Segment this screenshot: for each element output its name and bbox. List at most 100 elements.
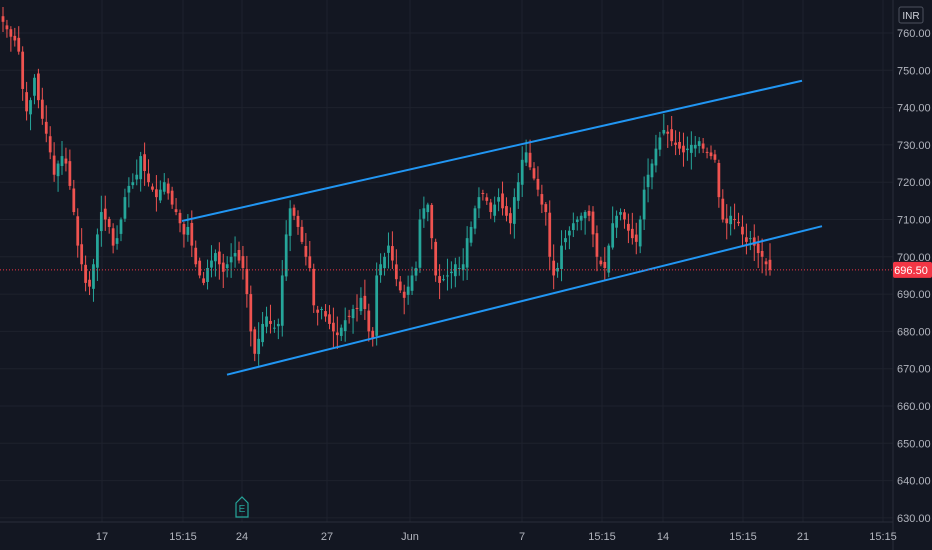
candle-body-up — [512, 197, 516, 224]
last-price-label: 696.50 — [894, 265, 928, 277]
time-tick-label: 21 — [797, 531, 809, 543]
last-price-badge — [893, 261, 932, 278]
candle-body-up — [158, 189, 162, 201]
candle-body-down — [587, 210, 591, 216]
candle-body-up — [119, 219, 123, 234]
candle-body-down — [674, 142, 677, 145]
candle-body-up — [615, 215, 618, 228]
candle-body-up — [186, 226, 190, 235]
candle-body-up — [619, 212, 622, 215]
candle-body-down — [355, 307, 359, 310]
candle-body-up — [351, 309, 355, 319]
candle-body-down — [709, 152, 713, 157]
candle-body-down — [438, 276, 441, 283]
candle-body-down — [312, 268, 316, 306]
candle-body-down — [269, 320, 272, 324]
price-tick-label: 650.00 — [897, 438, 931, 450]
candle-body-down — [733, 219, 736, 221]
candle-body-up — [477, 197, 481, 209]
candle-body-down — [316, 309, 320, 313]
price-tick-label: 670.00 — [897, 364, 931, 376]
candle-body-down — [13, 35, 17, 41]
candle-body-down — [64, 158, 68, 164]
candle-body-up — [375, 275, 379, 336]
candle-body-down — [394, 264, 398, 280]
candle-body-down — [155, 189, 158, 198]
candle-body-up — [662, 129, 666, 134]
upper-channel-line[interactable] — [181, 79, 803, 222]
candlesticks — [1, 7, 772, 366]
candle-body-up — [206, 267, 209, 282]
candle-body-down — [5, 25, 9, 30]
time-tick-label: 14 — [657, 531, 669, 543]
candle-body-down — [623, 212, 626, 220]
price-tick-label: 660.00 — [897, 401, 931, 413]
candle-body-down — [760, 250, 764, 257]
candle-body-up — [583, 212, 587, 219]
candle-body-down — [367, 310, 371, 332]
last-price-tag: 696.50 — [893, 261, 932, 278]
candle-body-up — [99, 212, 103, 232]
candle-body-down — [666, 131, 670, 134]
candle-body-down — [221, 262, 225, 272]
candle-body-down — [752, 237, 756, 246]
candle-body-up — [638, 219, 642, 247]
candle-body-down — [603, 261, 607, 268]
time-tick-label: 15:15 — [588, 531, 616, 543]
candle-body-down — [434, 241, 438, 276]
time-tick-label: 15:15 — [869, 531, 897, 543]
candle-body-down — [166, 183, 170, 194]
candle-body-up — [33, 77, 36, 96]
candle-body-down — [147, 173, 150, 183]
candle-body-down — [324, 311, 327, 317]
candle-body-down — [548, 212, 552, 257]
candle-body-up — [520, 159, 524, 185]
candle-body-down — [725, 218, 729, 224]
candle-body-down — [591, 211, 595, 235]
candle-body-up — [359, 297, 363, 312]
candle-body-up — [650, 163, 654, 178]
event-marker-icon[interactable] — [235, 496, 249, 518]
candle-body-down — [544, 204, 548, 213]
candle-body-down — [713, 154, 717, 160]
price-tick-label: 630.00 — [897, 513, 931, 525]
earnings-event-marker[interactable]: E — [235, 496, 249, 518]
candle-body-up — [422, 208, 426, 219]
candle-body-up — [92, 264, 95, 289]
candle-body-down — [72, 188, 76, 213]
candle-body-up — [273, 327, 276, 329]
candle-body-down — [37, 73, 40, 101]
candle-body-down — [741, 226, 744, 235]
trend-channel[interactable] — [181, 79, 823, 376]
candle-body-down — [111, 228, 115, 246]
candle-body-down — [9, 29, 13, 37]
candle-body-down — [178, 212, 182, 224]
candle-body-down — [682, 145, 685, 153]
candle-body-up — [493, 204, 497, 216]
candle-body-up — [426, 204, 430, 213]
candle-body-up — [96, 234, 99, 268]
candle-body-up — [265, 316, 268, 327]
candle-body-down — [143, 154, 146, 172]
candle-body-up — [450, 271, 453, 274]
candle-body-up — [571, 223, 575, 231]
candle-body-down — [505, 206, 508, 216]
price-tick-label: 680.00 — [897, 326, 931, 338]
candle-body-down — [634, 234, 638, 242]
candle-body-up — [560, 245, 563, 270]
currency-badge-frame[interactable] — [898, 6, 924, 24]
candle-body-up — [139, 156, 143, 180]
lower-channel-line[interactable] — [226, 225, 823, 376]
candle-body-up — [288, 208, 292, 236]
candle-body-down — [363, 295, 367, 310]
candle-body-down — [756, 243, 760, 254]
candle-body-down — [202, 278, 205, 283]
currency-label[interactable]: INR — [902, 11, 919, 22]
candle-body-up — [280, 275, 284, 326]
candle-body-down — [398, 281, 402, 291]
candle-body-down — [485, 197, 489, 201]
price-tick-label: 760.00 — [897, 28, 931, 40]
candle-body-up — [473, 208, 477, 229]
